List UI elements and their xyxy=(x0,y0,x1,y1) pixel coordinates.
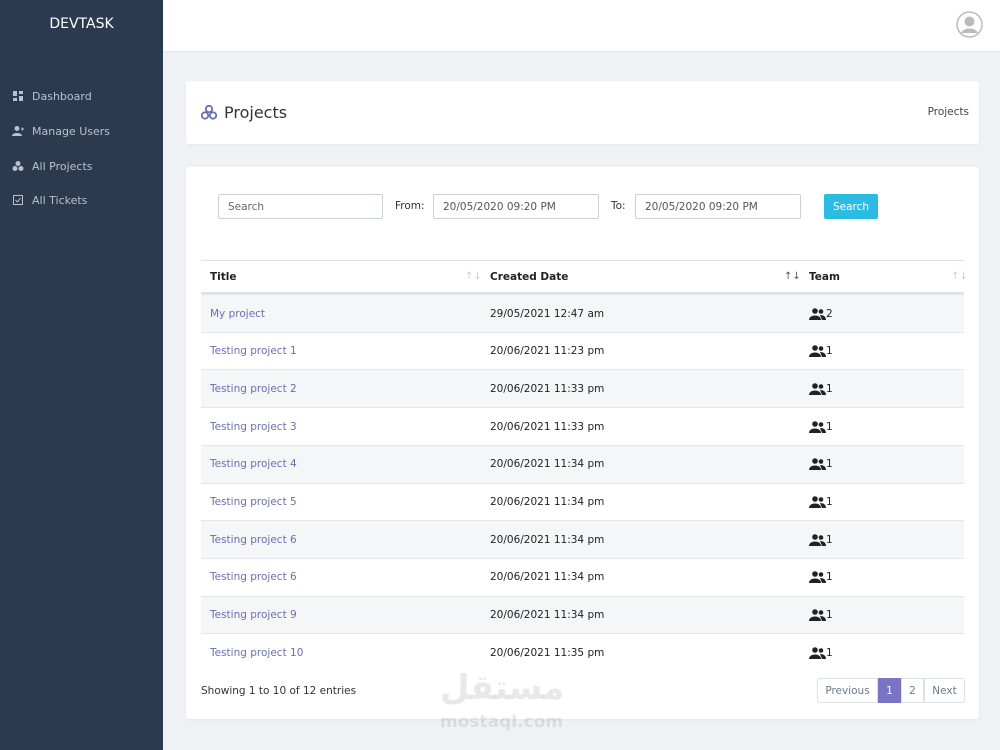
project-title[interactable]: My project xyxy=(210,307,266,320)
page-title: Projects xyxy=(224,103,288,122)
team-count: 1 xyxy=(826,382,833,395)
project-title[interactable]: Testing project 1 xyxy=(210,345,297,358)
created-date: 20/06/2021 11:34 pm xyxy=(490,571,605,584)
team-cell: 1 xyxy=(809,496,833,508)
team-count: 1 xyxy=(826,420,833,433)
page-button[interactable]: 2 xyxy=(901,678,924,703)
column-header[interactable]: Team xyxy=(809,270,840,283)
table-row: Testing project 2 20/06/2021 11:33 pm 1 xyxy=(201,369,964,408)
table-header: Title ↑↓ Created Date ↑↓ Team ↑↓ xyxy=(201,260,968,294)
created-date: 20/06/2021 11:23 pm xyxy=(490,345,605,358)
menu-item[interactable]: All Tickets xyxy=(12,190,87,210)
team-count: 1 xyxy=(826,571,833,584)
menu-item[interactable]: Dashboard xyxy=(12,86,92,106)
created-date: 20/06/2021 11:34 pm xyxy=(490,533,605,546)
project-title[interactable]: Testing project 3 xyxy=(210,420,297,433)
page-header: Projects Projects xyxy=(186,81,979,144)
team-cell: 1 xyxy=(809,609,833,622)
breadcrumb[interactable]: Projects xyxy=(927,106,969,118)
team-icon xyxy=(809,458,826,471)
table-row: Testing project 10 20/06/2021 11:35 pm 1 xyxy=(201,633,964,672)
to-label: To: xyxy=(611,200,626,212)
top-bar xyxy=(163,0,1000,52)
team-icon xyxy=(809,533,826,546)
team-cell: 1 xyxy=(809,534,833,546)
sort-icon[interactable]: ↑↓ xyxy=(784,271,801,282)
page-previous[interactable]: Previous xyxy=(817,678,878,703)
menu-item[interactable]: All Projects xyxy=(12,156,93,176)
table-row: Testing project 1 20/06/2021 11:23 pm 1 xyxy=(201,331,964,370)
sort-icon[interactable]: ↑↓ xyxy=(465,271,482,282)
team-cell: 1 xyxy=(809,383,833,395)
table-row: Testing project 6 20/06/2021 11:34 pm 1 xyxy=(201,520,964,559)
project-title[interactable]: Testing project 2 xyxy=(210,382,297,395)
team-cell: 2 xyxy=(809,308,833,320)
created-date: 20/06/2021 11:33 pm xyxy=(490,420,605,433)
search-button[interactable]: Search xyxy=(824,194,878,219)
watermark-latin: mostaql.com xyxy=(440,712,564,732)
team-icon xyxy=(809,609,826,622)
team-count: 1 xyxy=(826,609,833,622)
menu-item[interactable]: Manage Users xyxy=(12,121,110,141)
sidebar: DEVTASK Dashboard Manage Users All Proje… xyxy=(0,0,163,750)
project-title[interactable]: Testing project 5 xyxy=(210,496,297,508)
team-icon xyxy=(809,383,826,395)
search-input[interactable]: Search xyxy=(218,194,383,219)
menu-label: All Tickets xyxy=(32,193,88,207)
team-count: 1 xyxy=(826,496,833,508)
watermark-arabic: مستقل xyxy=(440,668,565,708)
project-title[interactable]: Testing project 9 xyxy=(210,609,297,622)
team-icon xyxy=(809,646,826,659)
created-date: 20/06/2021 11:34 pm xyxy=(490,609,605,622)
created-date: 20/06/2021 11:34 pm xyxy=(490,458,605,471)
team-count: 1 xyxy=(826,345,833,358)
table-row: Testing project 5 20/06/2021 11:34 pm 1 xyxy=(201,482,964,521)
avatar[interactable] xyxy=(956,11,983,38)
to-date-input[interactable]: 20/05/2020 09:20 PM xyxy=(635,194,801,219)
menu-label: Manage Users xyxy=(32,124,110,138)
team-count: 1 xyxy=(826,646,833,659)
team-icon xyxy=(809,496,826,508)
created-date: 29/05/2021 12:47 am xyxy=(490,307,605,320)
sort-icon[interactable]: ↑↓ xyxy=(951,271,968,282)
from-date-input[interactable]: 20/05/2020 09:20 PM xyxy=(433,194,599,219)
project-title[interactable]: Testing project 6 xyxy=(210,533,297,546)
created-date: 20/06/2021 11:34 pm xyxy=(490,496,605,508)
page-button[interactable]: 1 xyxy=(878,678,901,703)
team-cell: 1 xyxy=(809,345,833,358)
projects-icon xyxy=(201,105,217,120)
entries-info: Showing 1 to 10 of 12 entries xyxy=(201,685,357,697)
table-row: Testing project 3 20/06/2021 11:33 pm 1 xyxy=(201,407,964,446)
team-cell: 1 xyxy=(809,458,833,471)
table-row: Testing project 4 20/06/2021 11:34 pm 1 xyxy=(201,444,964,483)
team-icon xyxy=(809,345,826,358)
created-date: 20/06/2021 11:33 pm xyxy=(490,382,605,395)
created-date: 20/06/2021 11:35 pm xyxy=(490,646,605,659)
table-row: Testing project 6 20/06/2021 11:34 pm 1 xyxy=(201,557,964,596)
team-icon xyxy=(809,571,826,584)
table-row: My project 29/05/2021 12:47 am 2 xyxy=(201,294,964,332)
column-header[interactable]: Created Date xyxy=(490,270,569,283)
project-title[interactable]: Testing project 6 xyxy=(210,571,297,584)
menu-label: All Projects xyxy=(32,159,93,173)
team-cell: 1 xyxy=(809,571,833,584)
pagination: Previous 1 2 Next xyxy=(817,678,965,703)
team-count: 1 xyxy=(826,458,833,471)
team-count: 2 xyxy=(826,307,833,320)
team-icon xyxy=(809,307,826,320)
team-cell: 1 xyxy=(809,647,833,659)
menu-label: Dashboard xyxy=(32,89,92,103)
project-title[interactable]: Testing project 4 xyxy=(210,458,297,471)
project-title[interactable]: Testing project 10 xyxy=(210,646,304,659)
from-label: From: xyxy=(395,200,425,212)
column-header[interactable]: Title xyxy=(210,270,237,283)
page-next[interactable]: Next xyxy=(924,678,965,703)
team-cell: 1 xyxy=(809,421,833,433)
table-row: Testing project 9 20/06/2021 11:34 pm 1 xyxy=(201,595,964,634)
team-icon xyxy=(809,420,826,433)
brand: DEVTASK xyxy=(49,16,114,32)
team-count: 1 xyxy=(826,533,833,546)
